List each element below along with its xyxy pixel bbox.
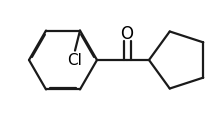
Text: Cl: Cl — [68, 53, 83, 68]
Text: O: O — [121, 25, 134, 43]
